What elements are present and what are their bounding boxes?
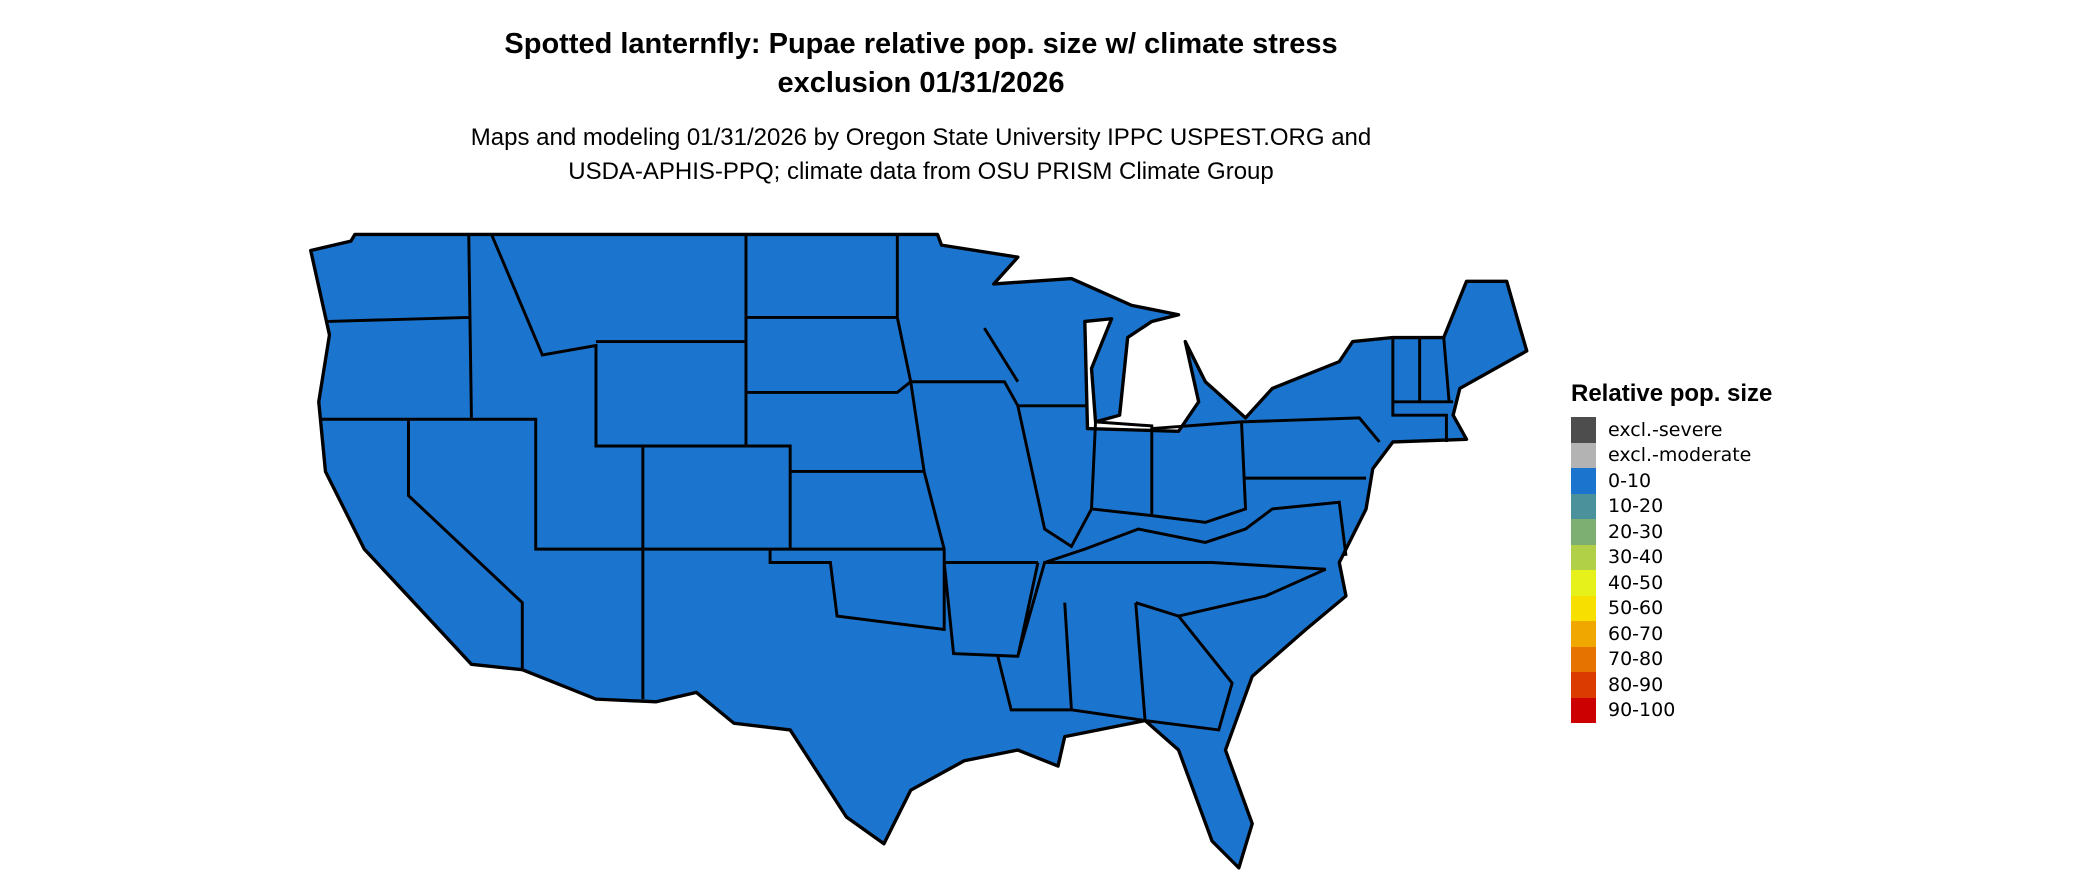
legend-swatch (1571, 468, 1596, 494)
legend-item: 10-20 (1571, 493, 1772, 519)
legend-item: excl.-moderate (1571, 442, 1772, 468)
legend-label: 20-30 (1608, 520, 1664, 543)
legend-label: 40-50 (1608, 571, 1664, 594)
state-borders (321, 233, 1454, 732)
legend-swatch (1571, 672, 1596, 698)
legend-swatch (1571, 544, 1596, 570)
legend-swatch (1571, 646, 1596, 672)
legend-item: 30-40 (1571, 544, 1772, 570)
legend-swatch (1571, 621, 1596, 647)
legend-label: 0-10 (1608, 469, 1652, 492)
legend-item: 70-80 (1571, 646, 1772, 672)
legend-swatch (1571, 417, 1596, 443)
legend-label: 10-20 (1608, 495, 1664, 518)
legend-swatch (1571, 595, 1596, 621)
legend-label: excl.-severe (1608, 418, 1723, 441)
legend-item: excl.-severe (1571, 417, 1772, 443)
chart-title-line-1: Spotted lanternfly: Pupae relative pop. … (504, 28, 1338, 60)
legend-item: 0-10 (1571, 468, 1772, 494)
legend-swatch (1571, 570, 1596, 596)
subtitle-line-2: USDA-APHIS-PPQ; climate data from OSU PR… (568, 158, 1274, 185)
legend-swatch (1571, 442, 1596, 468)
legend-item: 90-100 (1571, 697, 1772, 723)
subtitle-line-1: Maps and modeling 01/31/2026 by Oregon S… (470, 124, 1372, 151)
legend-label: 60-70 (1608, 622, 1664, 645)
legend-swatch (1571, 493, 1596, 519)
legend-label: 70-80 (1608, 648, 1664, 671)
legend-item: 40-50 (1571, 570, 1772, 596)
us-outline (309, 232, 1529, 870)
legend-label: 80-90 (1608, 673, 1664, 696)
legend-label: 50-60 (1608, 597, 1664, 620)
legend-label: excl.-moderate (1608, 444, 1752, 467)
legend-title: Relative pop. size (1571, 380, 1773, 407)
legend-swatch (1571, 519, 1596, 545)
legend-item: 80-90 (1571, 672, 1772, 698)
legend: Relative pop. size excl.-severe excl.-mod… (1571, 380, 1772, 723)
legend-swatch (1571, 697, 1596, 723)
legend-item: 60-70 (1571, 621, 1772, 647)
legend-label: 30-40 (1608, 546, 1664, 569)
legend-item: 50-60 (1571, 595, 1772, 621)
legend-label: 90-100 (1608, 699, 1676, 722)
legend-item: 20-30 (1571, 519, 1772, 545)
state-border (321, 233, 1454, 732)
chart-title-line-2: exclusion 01/31/2026 (777, 67, 1065, 99)
